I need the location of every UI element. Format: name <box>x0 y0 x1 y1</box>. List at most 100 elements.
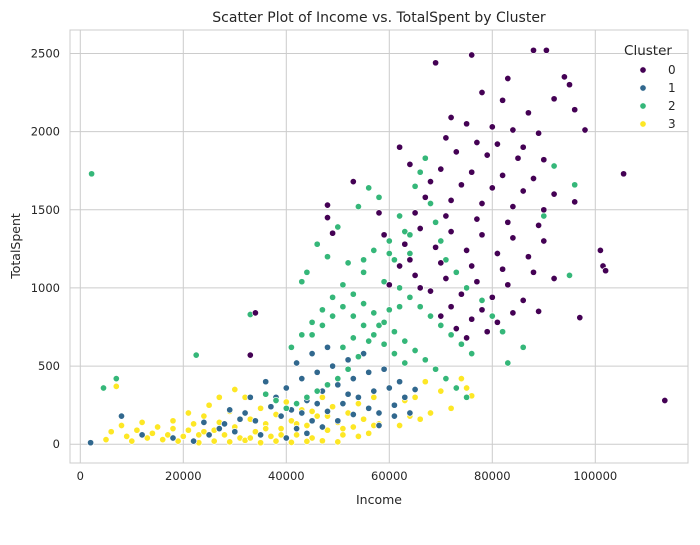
y-tick-label: 1000 <box>31 281 60 295</box>
data-point-cluster-0 <box>463 334 471 342</box>
data-point-cluster-3 <box>210 437 218 445</box>
y-tick-label: 2000 <box>31 125 60 139</box>
data-point-cluster-0 <box>478 199 486 208</box>
y-tick-label: 0 <box>53 437 60 451</box>
data-point-cluster-3 <box>262 425 270 433</box>
data-point-cluster-2 <box>385 237 393 245</box>
data-point-cluster-1 <box>251 417 259 425</box>
x-tick-label: 0 <box>77 469 84 483</box>
data-point-cluster-2 <box>463 284 471 292</box>
data-point-cluster-0 <box>565 81 574 89</box>
data-point-cluster-0 <box>426 287 435 295</box>
data-point-cluster-0 <box>473 138 481 147</box>
data-point-cluster-3 <box>303 421 311 430</box>
data-point-cluster-3 <box>421 378 429 386</box>
data-point-cluster-0 <box>519 187 527 195</box>
data-point-cluster-2 <box>112 375 120 383</box>
data-point-cluster-0 <box>437 312 445 320</box>
data-point-cluster-0 <box>401 240 409 248</box>
data-point-cluster-0 <box>596 246 604 254</box>
data-point-cluster-0 <box>447 196 455 204</box>
data-point-cluster-0 <box>468 51 476 59</box>
data-point-cluster-1 <box>334 381 342 389</box>
data-point-cluster-0 <box>406 256 414 264</box>
legend-title: Cluster <box>624 43 672 59</box>
data-point-cluster-3 <box>272 437 280 445</box>
data-point-cluster-0 <box>457 290 465 298</box>
data-point-cluster-0 <box>426 178 435 186</box>
data-point-cluster-2 <box>88 170 96 178</box>
data-point-cluster-3 <box>138 418 146 426</box>
data-point-cluster-0 <box>509 203 517 211</box>
data-point-cluster-1 <box>257 431 265 439</box>
data-point-cluster-2 <box>282 404 290 412</box>
data-point-cluster-0 <box>385 281 393 289</box>
data-point-cluster-1 <box>241 409 249 417</box>
data-point-cluster-0 <box>560 73 568 81</box>
data-point-cluster-2 <box>360 268 368 276</box>
data-point-cluster-0 <box>504 281 512 289</box>
data-point-cluster-0 <box>468 315 476 323</box>
data-point-cluster-0 <box>550 95 558 103</box>
data-point-cluster-0 <box>416 224 424 233</box>
data-point-cluster-2 <box>540 212 548 220</box>
data-point-cluster-2 <box>442 375 450 383</box>
data-point-cluster-2 <box>339 281 347 289</box>
data-point-cluster-0 <box>542 46 550 54</box>
data-point-cluster-1 <box>169 434 177 442</box>
data-point-cluster-1 <box>329 362 337 370</box>
data-point-cluster-0 <box>447 303 455 311</box>
data-point-cluster-2 <box>437 321 445 329</box>
data-point-cluster-1 <box>298 409 306 417</box>
data-point-cluster-2 <box>401 359 409 367</box>
data-point-cluster-3 <box>169 425 177 433</box>
data-point-cluster-0 <box>251 309 259 317</box>
data-point-cluster-1 <box>334 417 342 425</box>
data-point-cluster-0 <box>620 170 628 178</box>
data-point-cluster-3 <box>169 417 177 425</box>
data-point-cluster-2 <box>406 249 414 258</box>
data-point-cluster-2 <box>380 278 388 286</box>
data-point-cluster-1 <box>293 425 301 433</box>
data-point-cluster-2 <box>385 306 393 314</box>
data-point-cluster-0 <box>411 209 419 217</box>
data-point-cluster-3 <box>426 409 435 417</box>
legend-marker-cluster-1 <box>639 84 647 92</box>
data-point-cluster-0 <box>524 109 532 117</box>
data-point-cluster-2 <box>354 353 362 361</box>
plot-frame <box>69 29 689 464</box>
data-point-cluster-3 <box>447 404 455 412</box>
data-point-cluster-2 <box>437 237 445 245</box>
data-point-cluster-3 <box>318 437 326 445</box>
data-point-cluster-0 <box>483 151 491 159</box>
data-point-cluster-3 <box>370 393 378 401</box>
data-point-cluster-2 <box>360 321 368 329</box>
data-point-cluster-3 <box>174 437 182 445</box>
data-point-cluster-0 <box>473 278 481 286</box>
y-tick-labels: 0 500 1000 1500 2000 2500 <box>31 46 60 451</box>
data-point-cluster-2 <box>571 181 579 189</box>
data-point-cluster-0 <box>493 140 501 148</box>
data-point-cluster-2 <box>452 384 460 392</box>
y-tick-label: 2500 <box>31 46 60 60</box>
data-point-cluster-2 <box>323 253 332 261</box>
data-point-cluster-3 <box>220 431 229 439</box>
data-point-cluster-1 <box>375 409 383 417</box>
data-point-cluster-0 <box>323 201 332 209</box>
data-point-cluster-2 <box>411 182 419 190</box>
data-point-cluster-1 <box>308 350 316 358</box>
data-point-cluster-2 <box>463 393 471 401</box>
data-point-cluster-0 <box>661 396 669 405</box>
data-point-cluster-0 <box>473 215 481 223</box>
data-point-cluster-1 <box>226 406 234 414</box>
data-point-cluster-3 <box>277 425 285 433</box>
data-point-cluster-3 <box>251 428 259 436</box>
data-point-cluster-0 <box>571 198 579 206</box>
data-point-cluster-2 <box>313 387 321 395</box>
data-point-cluster-0 <box>349 178 357 186</box>
data-point-cluster-3 <box>246 434 254 442</box>
data-point-cluster-1 <box>293 359 301 367</box>
data-point-cluster-0 <box>535 221 543 229</box>
data-point-cluster-0 <box>463 120 471 128</box>
data-point-cluster-3 <box>293 431 301 439</box>
